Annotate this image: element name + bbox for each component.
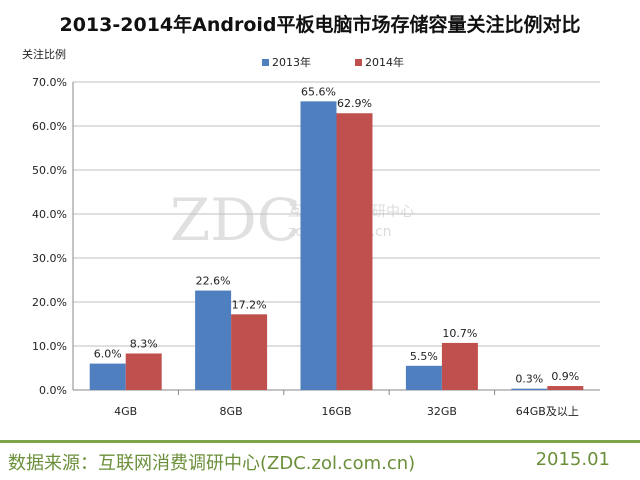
bar (405, 365, 442, 390)
data-label: 62.9% (337, 97, 372, 110)
data-label: 6.0% (94, 348, 122, 361)
watermark-logo: ZDC (170, 186, 301, 254)
bars (89, 101, 584, 391)
data-label: 0.3% (515, 373, 543, 386)
y-axis-ticks: 0.0% 10.0% 20.0% 30.0% 40.0% 50.0% 60.0% 70.0% (32, 76, 67, 397)
y-tick-label: 10.0% (32, 340, 67, 353)
x-tick-label: 8GB (220, 405, 243, 418)
footer: 数据来源：互联网消费调研中心(ZDC.zol.com.cn) 2015.01 (0, 440, 640, 480)
x-tick-label: 32GB (427, 405, 457, 418)
x-tick-label: 64GB及以上 (516, 405, 579, 418)
bar (300, 101, 337, 391)
report-date: 2015.01 (535, 449, 610, 470)
bar (441, 342, 478, 390)
chart-title: 2013-2014年Android平板电脑市场存储容量关注比例对比 (59, 13, 580, 36)
data-source: 数据来源：互联网消费调研中心(ZDC.zol.com.cn) (8, 453, 416, 474)
y-tick-label: 20.0% (32, 296, 67, 309)
legend: 2013年 2014年 (262, 55, 404, 69)
data-label: 8.3% (130, 337, 158, 350)
legend-swatch (262, 59, 269, 66)
bar-chart: 2013-2014年Android平板电脑市场存储容量关注比例对比 关注比例 Z… (22, 13, 600, 418)
y-tick-label: 40.0% (32, 208, 67, 221)
data-label: 5.5% (410, 350, 438, 363)
legend-swatch (355, 59, 362, 66)
data-label: 22.6% (196, 275, 231, 288)
y-tick-label: 30.0% (32, 252, 67, 265)
y-axis-label: 关注比例 (22, 47, 66, 61)
data-label: 17.2% (232, 298, 267, 311)
y-tick-label: 50.0% (32, 164, 67, 177)
bar (336, 113, 373, 391)
bar (231, 314, 268, 390)
bar (125, 353, 162, 390)
y-tick-label: 0.0% (39, 384, 67, 397)
bar (89, 363, 126, 390)
y-tick-label: 70.0% (32, 76, 67, 89)
watermark: ZDC 互联网消费调研中心 zdc.zol.com.cn (170, 186, 414, 254)
x-tick-label: 16GB (321, 405, 351, 418)
bar (547, 386, 584, 390)
legend-label: 2013年 (272, 55, 311, 69)
data-label: 0.9% (551, 370, 579, 383)
data-label: 10.7% (442, 327, 477, 340)
data-labels: 6.0% 8.3% 22.6%17.2% 65.6%62.9% 5.5% 10.7% 0.3… (94, 85, 580, 385)
legend-label: 2014年 (365, 55, 404, 69)
x-tick-label: 4GB (114, 405, 137, 418)
x-axis-ticks: 4GB 8GB 16GB 32GB 64GB及以上 (114, 390, 579, 418)
bar (511, 388, 548, 390)
data-label: 65.6% (301, 85, 336, 98)
y-tick-label: 60.0% (32, 120, 67, 133)
bar (195, 290, 232, 390)
